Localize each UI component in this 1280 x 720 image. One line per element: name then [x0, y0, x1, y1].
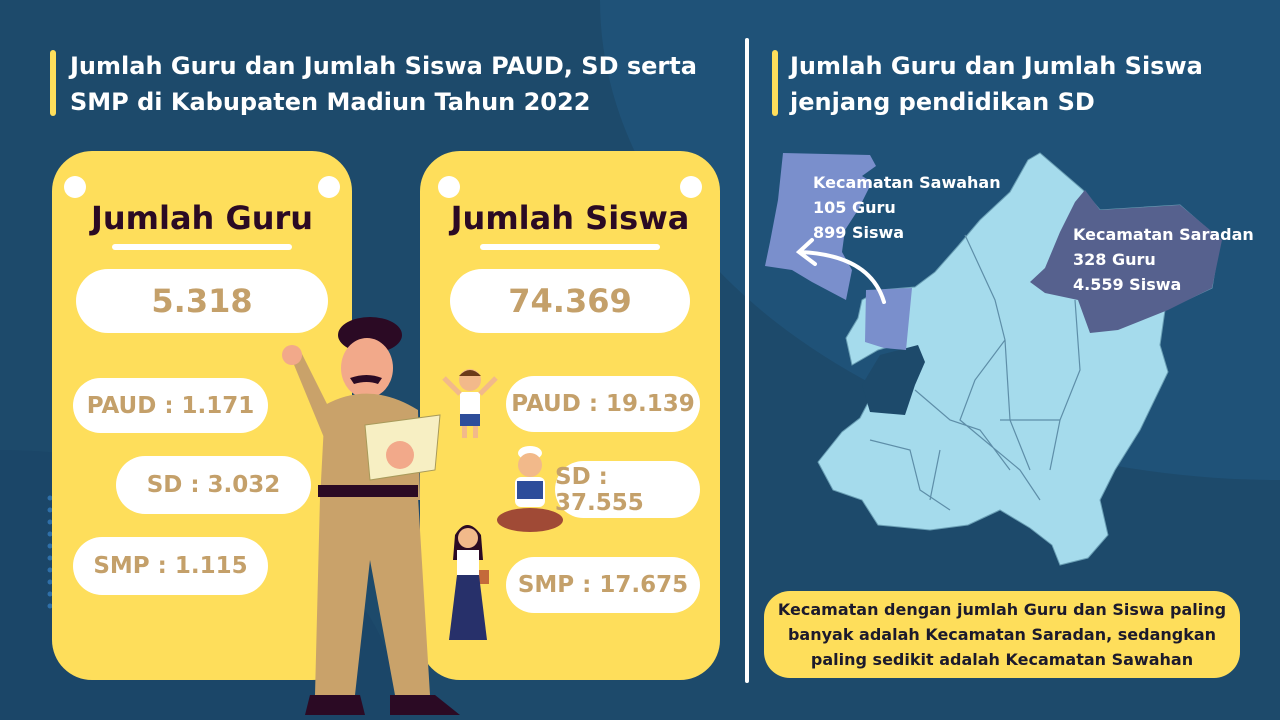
sawahan-guru: 105 Guru — [813, 198, 896, 217]
card-hole — [318, 176, 340, 198]
boy-student-illustration — [442, 369, 498, 438]
siswa-heading: Jumlah Siswa — [450, 199, 690, 237]
map-title-line-2: jenjang pendidikan SD — [790, 88, 1095, 116]
map-region-saradan — [1030, 190, 1222, 333]
card-hole — [680, 176, 702, 198]
siswa-total: 74.369 — [450, 269, 690, 333]
card-hole — [64, 176, 86, 198]
decor-dot — [47, 591, 53, 597]
siswa-smp: SMP : 17.675 — [506, 557, 700, 613]
map-hole — [862, 345, 925, 415]
decor-dot — [47, 603, 53, 609]
decor-dot — [47, 555, 53, 561]
heading-underline — [112, 244, 292, 250]
sawahan-label: Kecamatan Sawahan 105 Guru 899 Siswa — [813, 170, 1001, 245]
decor-dot — [47, 507, 53, 513]
map-district-borders — [869, 234, 1081, 511]
sawahan-name: Kecamatan Sawahan — [813, 173, 1001, 192]
reading-student-illustration — [497, 446, 563, 532]
decor-dot — [47, 579, 53, 585]
saradan-name: Kecamatan Saradan — [1073, 225, 1254, 244]
page-title: Jumlah Guru dan Jumlah Siswa PAUD, SD se… — [70, 48, 730, 120]
title-line-2: SMP di Kabupaten Madiun Tahun 2022 — [70, 88, 591, 116]
card-hole — [438, 176, 460, 198]
title-accent-bar — [772, 50, 778, 116]
title-accent-bar — [50, 50, 56, 116]
guru-heading: Jumlah Guru — [90, 199, 314, 237]
guru-sd: SD : 3.032 — [116, 456, 311, 514]
girl-student-illustration — [449, 525, 489, 640]
guru-paud: PAUD : 1.171 — [73, 378, 268, 433]
decor-dot — [47, 519, 53, 525]
decor-dot — [47, 567, 53, 573]
sawahan-siswa: 899 Siswa — [813, 223, 905, 242]
title-line-1: Jumlah Guru dan Jumlah Siswa PAUD, SD se… — [70, 52, 697, 80]
saradan-guru: 328 Guru — [1073, 250, 1156, 269]
siswa-sd: SD : 37.555 — [555, 461, 700, 518]
guru-smp: SMP : 1.115 — [73, 537, 268, 595]
decor-dot — [47, 531, 53, 537]
map-title: Jumlah Guru dan Jumlah Siswa jenjang pen… — [790, 48, 1270, 120]
map-region-sawahan — [765, 153, 912, 350]
teacher-illustration — [282, 317, 460, 715]
map-title-line-1: Jumlah Guru dan Jumlah Siswa — [790, 52, 1203, 80]
conclusion-note: Kecamatan dengan jumlah Guru dan Siswa p… — [764, 591, 1240, 678]
saradan-label: Kecamatan Saradan 328 Guru 4.559 Siswa — [1073, 222, 1254, 297]
decor-dot — [47, 495, 53, 501]
arrow-icon — [795, 238, 886, 304]
madiun-map — [765, 152, 1222, 566]
heading-underline — [480, 244, 660, 250]
divider — [745, 38, 749, 683]
guru-total: 5.318 — [76, 269, 328, 333]
decor-dot — [47, 543, 53, 549]
siswa-paud: PAUD : 19.139 — [506, 376, 700, 432]
saradan-siswa: 4.559 Siswa — [1073, 275, 1182, 294]
